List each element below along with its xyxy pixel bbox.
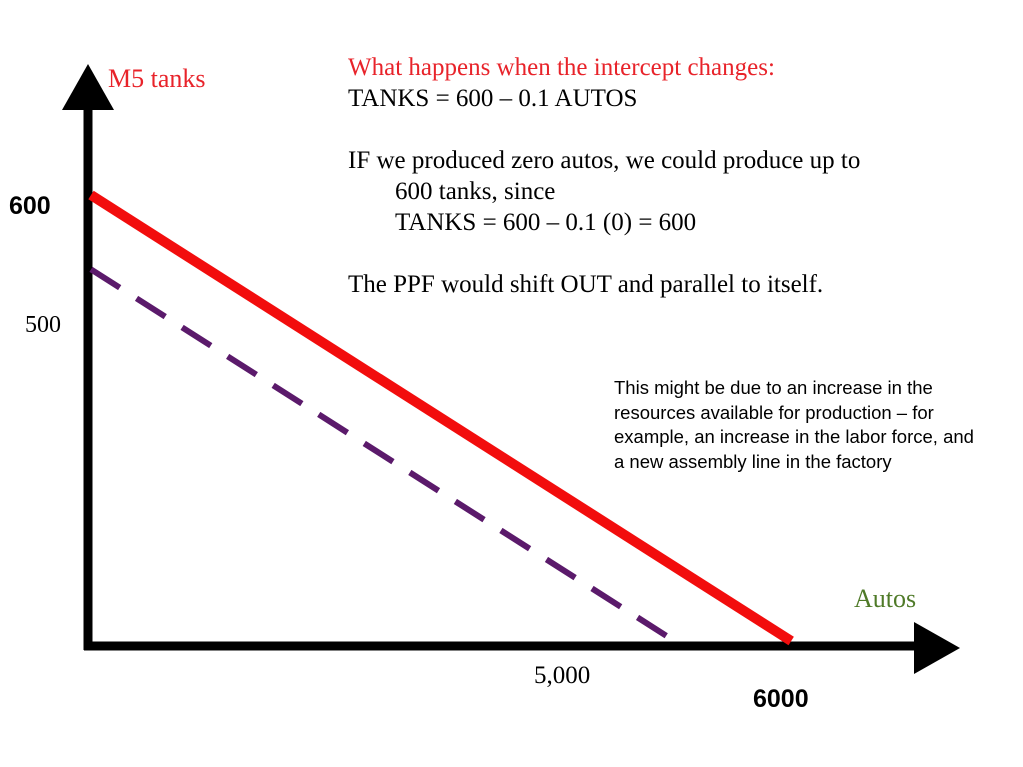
y-tick-label-600: 600 <box>9 192 51 220</box>
original-ppf-dashed-line <box>89 266 677 644</box>
equation: TANKS = 600 – 0.1 AUTOS <box>348 85 638 112</box>
y-axis-label: M5 tanks <box>108 64 206 93</box>
heading: What happens when the intercept changes: <box>348 54 775 81</box>
paragraph-1-line-1: IF we produced zero autos, we could prod… <box>348 147 861 174</box>
y-axis-arrowhead <box>62 64 114 110</box>
x-tick-label-6000: 6000 <box>753 685 809 713</box>
spacer <box>348 238 1008 269</box>
shifted-ppf-line <box>88 190 794 646</box>
x-axis-arrowhead <box>914 622 960 674</box>
y-tick-label-500: 500 <box>25 312 61 338</box>
explanation-text: What happens when the intercept changes:… <box>348 52 1008 300</box>
x-axis-label: Autos <box>854 584 917 613</box>
paragraph-1-line-2: 600 tanks, since <box>395 178 556 205</box>
paragraph-1-line-3: TANKS = 600 – 0.1 (0) = 600 <box>395 209 697 236</box>
paragraph-2: The PPF would shift OUT and parallel to … <box>348 271 824 298</box>
note-text: This might be due to an increase in the … <box>614 377 974 472</box>
spacer <box>348 114 1008 145</box>
x-tick-label-5000: 5,000 <box>534 662 591 689</box>
